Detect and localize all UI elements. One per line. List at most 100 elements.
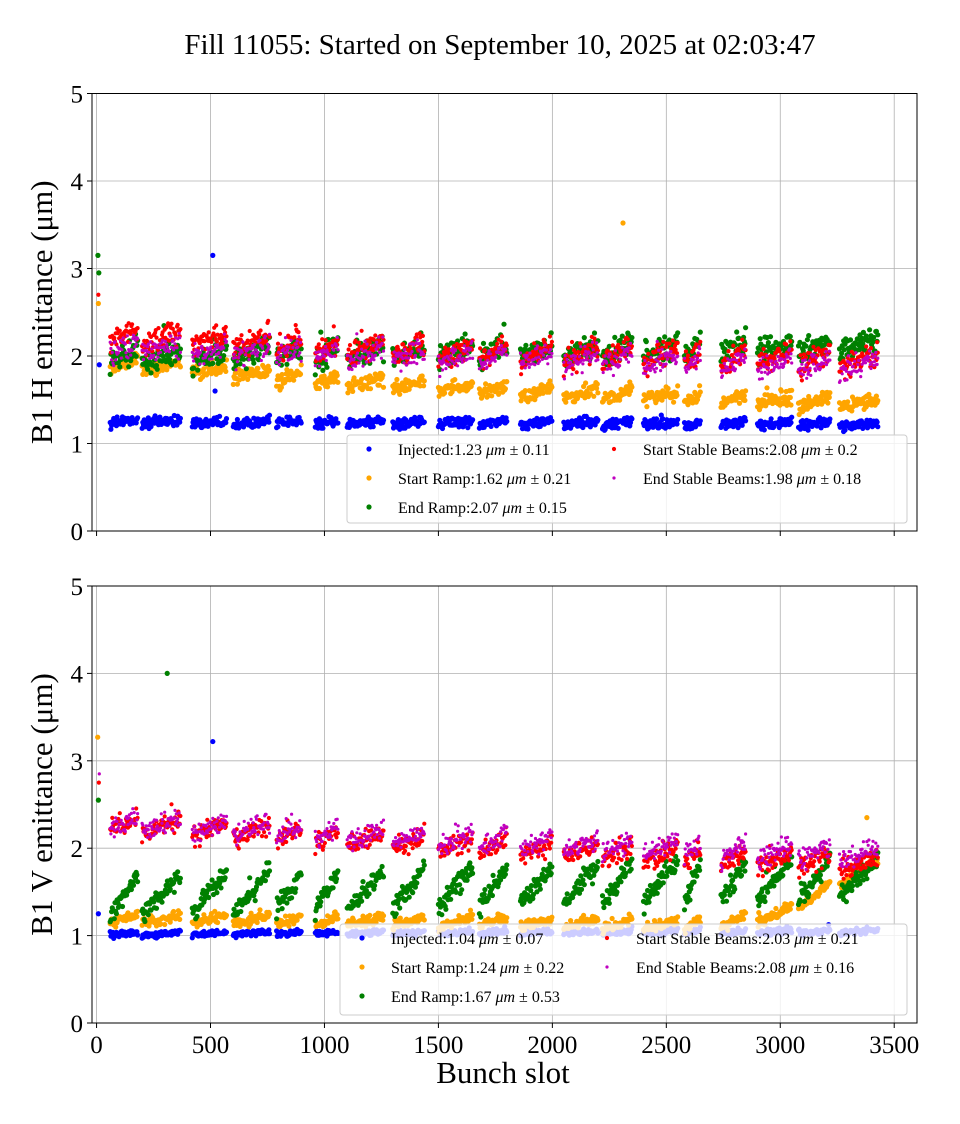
data-point [332,324,336,328]
data-point [781,357,784,360]
data-point [354,365,357,368]
data-point [763,371,766,374]
legend-unit: μm [503,471,527,488]
data-point [299,341,302,344]
data-point [463,331,468,336]
data-point [278,363,281,366]
data-point [448,363,451,366]
data-point [758,378,761,381]
data-point [412,361,415,364]
data-point [592,348,595,351]
legend-mean: 2.08 [769,442,797,459]
data-point [294,350,297,353]
data-point [135,343,138,346]
data-point [466,358,469,361]
data-point-outlier [95,253,100,258]
data-point [550,355,553,358]
legend-std: 0.15 [539,500,567,517]
data-point [769,416,774,421]
data-point [277,351,280,354]
data-point [504,379,509,384]
data-point [595,417,600,422]
data-point [662,334,667,339]
data-point [730,363,733,366]
data-point [110,358,113,361]
data-point [828,343,832,347]
data-point [316,355,319,358]
data-point [819,367,822,370]
data-point [666,386,671,391]
data-point [867,359,870,362]
data-point [806,333,811,338]
data-point [762,347,766,351]
data-point [759,359,762,362]
data-point [202,362,205,365]
data-point [614,349,617,352]
data-point [627,361,630,364]
data-point [178,332,181,335]
data-point [776,355,779,358]
data-point [394,358,397,361]
data-point [408,342,411,345]
data-point [495,342,499,346]
legend-entry: End Stable Beams:1.98 μm ± 0.18 [612,471,861,488]
data-point [299,420,304,425]
data-point [405,364,408,367]
data-point [569,361,572,364]
data-point [741,353,744,356]
data-point [605,361,608,364]
data-point [870,361,873,364]
data-point [377,336,380,339]
data-point [135,932,140,937]
data-point [874,355,877,358]
data-point [267,931,272,936]
data-point [335,420,340,425]
data-point [156,326,160,330]
data-point [675,361,678,364]
data-point [592,336,596,340]
data-point [243,364,246,367]
data-point [124,351,127,354]
data-point [481,366,484,369]
data-point [418,342,421,345]
data-point [323,355,326,358]
data-point [324,345,327,348]
data-point [131,349,134,352]
data-point [860,369,863,372]
data-point [436,365,440,369]
data-point [693,355,696,358]
data-point [629,416,634,421]
data-point [171,327,175,331]
data-point [526,354,529,357]
data-point [298,372,303,377]
legend-marker [366,446,371,451]
data-point [665,363,668,366]
legend-label: Start Ramp:1.62 μm ± 0.21 [398,471,571,488]
data-point [578,355,581,358]
data-point [570,340,574,344]
data-point [371,424,376,429]
data-point [546,362,549,365]
data-point [255,366,260,371]
data-point [788,420,793,425]
data-point [150,347,153,350]
data-point [244,353,247,356]
data-point [193,342,196,345]
data-point [381,359,386,364]
data-point [264,335,267,338]
data-point [854,351,857,354]
data-point [734,367,737,370]
data-point [644,339,649,344]
data-point [576,350,580,354]
data-point [694,361,697,364]
data-point [849,362,852,365]
data-point [179,351,182,354]
data-point [209,346,212,349]
legend-name: Start Stable Beams: [643,442,769,459]
data-point [120,348,123,351]
data-point [827,390,832,395]
data-point [223,369,228,374]
data-point [437,355,440,358]
data-point [582,359,585,362]
legend-mean: 1.62 [475,471,503,488]
